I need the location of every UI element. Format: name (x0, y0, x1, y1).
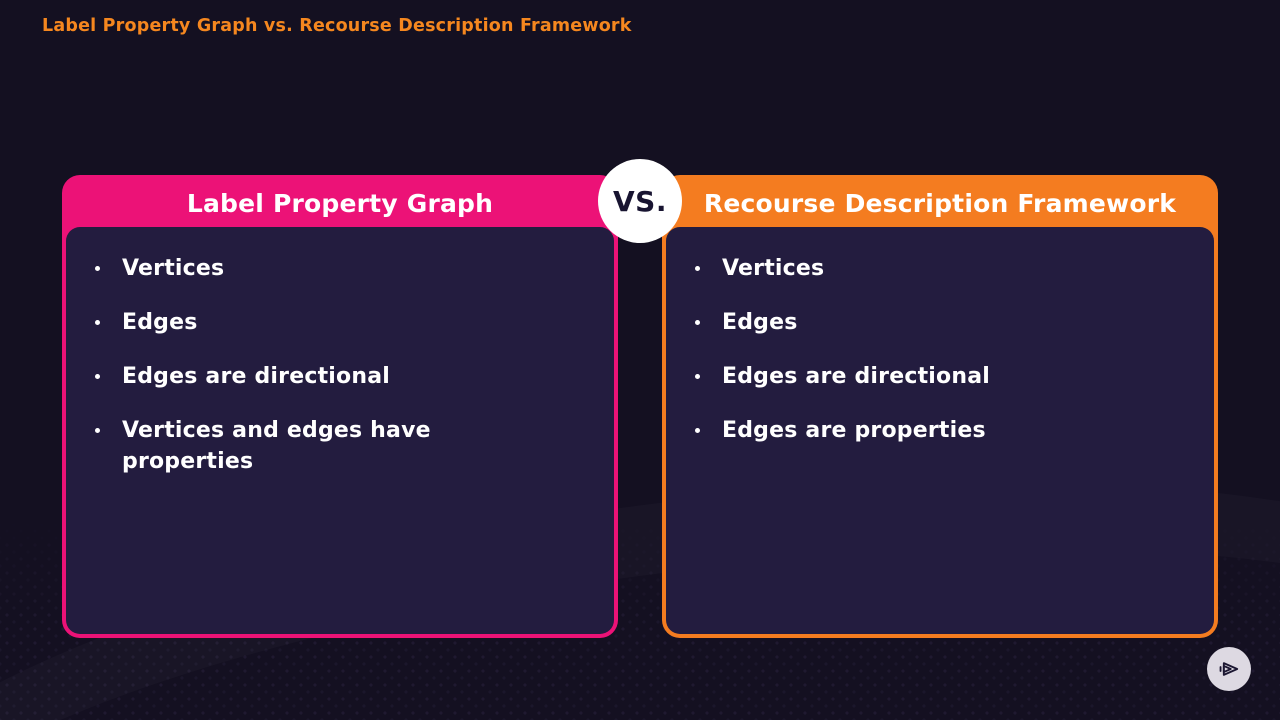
list-item: Edges are directional (695, 361, 1102, 392)
list-item: Edges (695, 307, 1102, 338)
list-item: Edges (95, 307, 502, 338)
vs-badge: VS. (598, 159, 682, 243)
list-item: Vertices (95, 253, 502, 284)
pluralsight-play-icon (1219, 662, 1239, 676)
list-item: Edges are directional (95, 361, 502, 392)
list-item: Vertices and edges have properties (95, 415, 502, 477)
slide-title: Label Property Graph vs. Recourse Descri… (42, 16, 632, 36)
bullet-list-right: Vertices Edges Edges are directional Edg… (695, 253, 1190, 446)
list-item: Vertices (695, 253, 1102, 284)
card-header-recourse-description-framework: Recourse Description Framework (703, 188, 1177, 218)
list-item: Edges are properties (695, 415, 1102, 446)
card-recourse-description-framework: Recourse Description Framework Vertices … (662, 175, 1218, 638)
card-label-property-graph: Label Property Graph Vertices Edges Edge… (62, 175, 618, 638)
card-body-label-property-graph: Vertices Edges Edges are directional Ver… (66, 227, 614, 634)
bullet-list-left: Vertices Edges Edges are directional Ver… (95, 253, 590, 477)
card-body-recourse-description-framework: Vertices Edges Edges are directional Edg… (666, 227, 1214, 634)
card-header-label-property-graph: Label Property Graph (186, 188, 494, 218)
pluralsight-logo (1207, 647, 1251, 691)
